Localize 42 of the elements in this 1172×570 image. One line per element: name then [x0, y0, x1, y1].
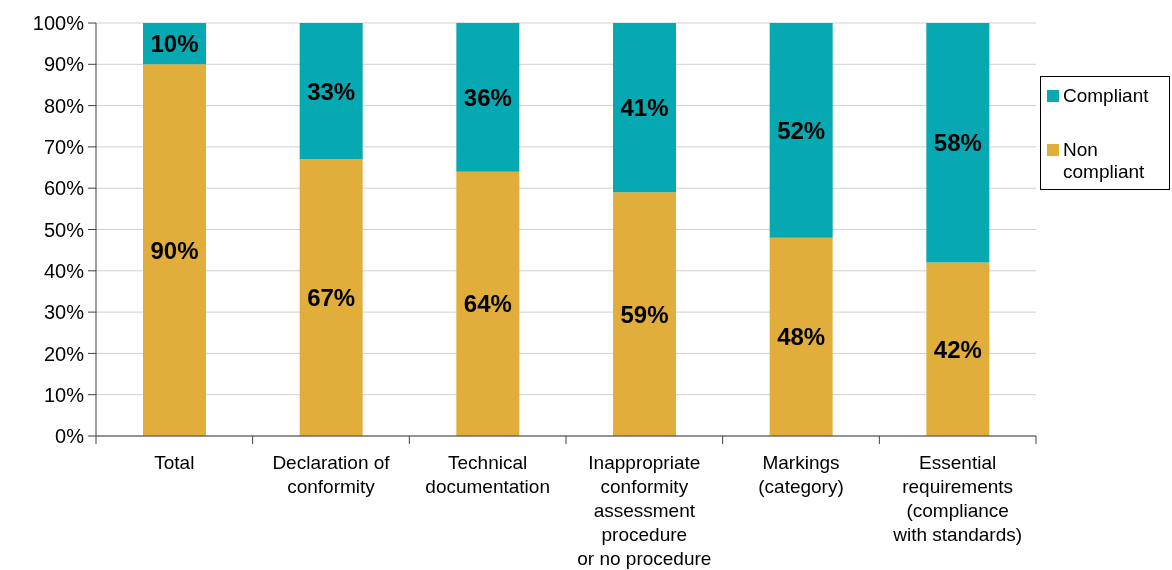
- data-label: 10%: [150, 30, 199, 58]
- y-tick-label: 100%: [32, 12, 85, 35]
- x-tick-label: Inappropriate conformity assessment procedure or no procedure: [577, 452, 712, 569]
- data-label: 36%: [463, 83, 512, 111]
- bar: [769, 23, 833, 238]
- y-tick-label: 10%: [43, 383, 85, 406]
- data-label: 48%: [777, 323, 826, 351]
- legend-label: Non compliant: [1063, 139, 1146, 183]
- bar: [769, 237, 833, 436]
- y-tick-label: 90%: [43, 53, 85, 76]
- bar: [143, 64, 206, 436]
- y-tick-label: 40%: [43, 259, 85, 282]
- x-tick-label: Declaration of conformity: [272, 452, 391, 497]
- data-label: 33%: [307, 77, 356, 105]
- bar: [926, 23, 990, 263]
- bar: [456, 171, 520, 436]
- data-label: 42%: [933, 335, 982, 363]
- y-tick-label: 30%: [43, 301, 85, 324]
- data-label: 58%: [933, 129, 982, 157]
- y-tick-label: 0%: [55, 425, 85, 448]
- data-label: 67%: [307, 284, 356, 312]
- x-tick-label: Markings (category): [758, 452, 844, 497]
- x-tick-label: Total: [154, 452, 195, 473]
- bar: [299, 159, 363, 436]
- bar: [456, 23, 520, 172]
- x-tick-label: Essential requirements (compliance with standards): [892, 452, 1023, 545]
- y-tick-label: 80%: [43, 94, 85, 117]
- bar: [613, 192, 676, 436]
- y-tick-label: 70%: [43, 136, 85, 158]
- legend-label: Compliant: [1063, 85, 1149, 107]
- bar: [613, 23, 676, 193]
- bar: [926, 262, 990, 436]
- y-tick-label: 20%: [43, 342, 85, 365]
- data-label: 64%: [463, 290, 512, 318]
- data-label: 52%: [777, 116, 826, 144]
- bar: [299, 23, 363, 160]
- data-label: 41%: [620, 94, 669, 122]
- x-tick-label: Technical documentation: [425, 452, 550, 497]
- data-label: 59%: [620, 300, 669, 328]
- data-label: 90%: [150, 236, 199, 264]
- y-tick-label: 50%: [43, 218, 85, 241]
- y-tick-label: 60%: [43, 177, 85, 200]
